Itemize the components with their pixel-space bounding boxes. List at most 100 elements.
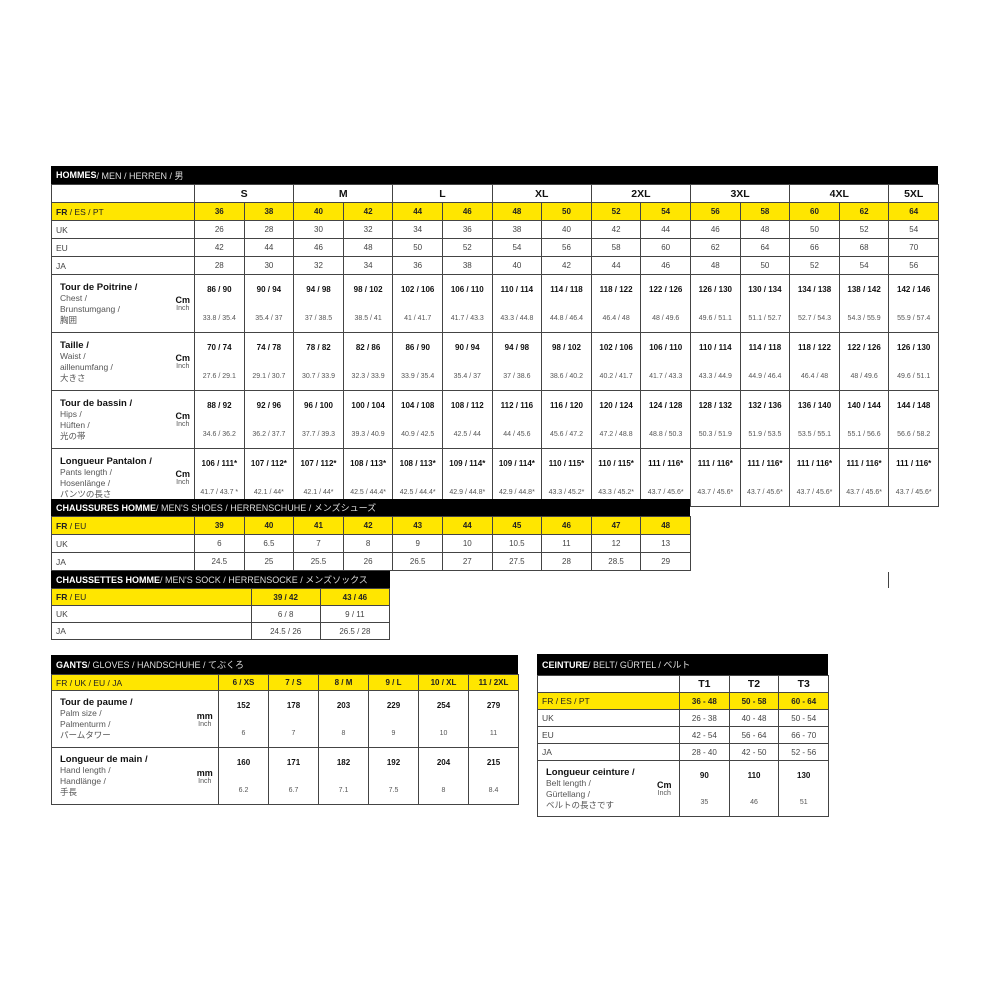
inch-value: 42.5 / 44.4* (350, 488, 386, 496)
size-cell: 26 (194, 220, 245, 239)
measurement-label-text: Tour de paume / Palm size / Palmenturm / パー… (56, 697, 192, 741)
size-letter-XL: XL (491, 184, 592, 203)
measurement-stack: 109 / 114* 42.9 / 44.8* (443, 450, 491, 506)
measurement-stack: 106 / 110 41.7 / 43.3 (443, 276, 491, 332)
measurement-cell: 90 35 (679, 760, 730, 817)
shoes-size-table: CHAUSSURES HOMME / MEN'S SHOES / HERRENS… (51, 499, 691, 571)
inch-value: 43.7 / 45.6* (647, 488, 684, 496)
size-cell: 46 (690, 220, 741, 239)
metric-value: 114 / 118 (550, 285, 583, 295)
measurement-label-text: Tour de Poitrine / Chest / Brunstumgang / 胸… (56, 282, 172, 326)
size-letter-L: L (392, 184, 493, 203)
measurement-cell: 110 / 115* 43.3 / 45.2* (590, 448, 642, 507)
fr-size-cell: 44 (392, 202, 443, 221)
measurement-stack: 102 / 106 41 / 41.7 (394, 276, 442, 332)
measurement-cell: 122 / 126 48 / 49.6 (838, 332, 890, 391)
fr-size-cell: 6 / XS (218, 674, 269, 691)
unit-inch: Inch (657, 790, 671, 797)
metric-value: 118 / 122 (798, 343, 831, 353)
unit-metric: Cm (175, 353, 190, 363)
measurement-stack: 182 7.1 (320, 749, 368, 804)
size-cell: 9 / 11 (319, 605, 391, 623)
unit-metric: Cm (656, 780, 672, 790)
fr-size-cell: 44 (441, 516, 493, 535)
metric-value: 111 / 116* (747, 459, 783, 469)
inch-value: 43.3 / 44.8 (500, 314, 534, 322)
measurement-stack: 132 / 136 51.9 / 53.5 (741, 392, 789, 448)
measurement-stack: 171 6.7 (270, 749, 318, 804)
metric-value: 90 (699, 770, 709, 780)
measurement-cell: 203 8 (318, 690, 369, 748)
metric-value: 152 (236, 701, 251, 710)
measurement-title: Tour de paume / (60, 697, 133, 708)
measurement-cell: 106 / 111* 41.7 / 43.7 * (194, 448, 245, 507)
measurement-stack: 100 / 104 39.3 / 40.9 (344, 392, 392, 448)
inch-value: 45.6 / 47.2 (549, 430, 584, 438)
size-cell: 50 (789, 220, 840, 239)
fr-size-cell: 36 (194, 202, 245, 221)
metric-value: 111 / 116* (648, 459, 684, 469)
inch-value: 43.3 / 45.2* (598, 488, 634, 496)
inch-value: 36.2 / 37.7 (252, 430, 286, 438)
inch-value: 43.7 / 45.6* (895, 488, 932, 496)
measurement-cell: 114 / 118 44.8 / 46.4 (541, 274, 592, 333)
fr-row-label: FR / ES / PT (51, 202, 195, 221)
men-size-table: HOMMES / MEN / HERREN / 男 S M L XL 2XL 3XL 4XL 5… (51, 166, 939, 507)
measurement-cell: 111 / 116* 43.7 / 45.6* (739, 448, 791, 507)
metric-value: 134 / 138 (797, 285, 832, 295)
measurement-cell: 112 / 116 44 / 45.6 (491, 390, 543, 449)
fr-size-cell: 54 (640, 202, 691, 221)
measurement-cell: 138 / 142 54.3 / 55.9 (838, 274, 890, 333)
inch-value: 43.3 / 44.9 (698, 372, 732, 380)
measurement-stack: 106 / 111* 41.7 / 43.7 * (195, 450, 243, 506)
measurement-cell: 126 / 130 49.6 / 51.1 (888, 332, 939, 391)
measurement-cell: 111 / 116* 43.7 / 45.6* (640, 448, 691, 507)
unit-inch: Inch (176, 421, 190, 428)
inch-value: 6.7 (288, 787, 299, 794)
size-cell: 24.5 / 26 (250, 622, 321, 640)
unit-inch: Inch (176, 363, 190, 370)
metric-value: 140 / 144 (847, 401, 881, 411)
size-table: FR / EU 39 40 41 42 43 44 45 46 47 48 UK 6 6.5 7 8 9 10 10… (51, 516, 691, 571)
measurement-stack: 130 51 (780, 762, 828, 816)
size-cell: 11 (541, 534, 592, 553)
unit-inch: Inch (176, 479, 190, 486)
measurement-stack: 86 / 90 33.8 / 35.4 (195, 276, 243, 332)
measurement-stack: 130 / 134 51.1 / 52.7 (741, 276, 789, 332)
metric-value: 182 (336, 758, 351, 767)
metric-value: 100 / 104 (351, 401, 385, 411)
measurement-cell: 130 51 (778, 760, 830, 817)
fr-size-cell: 64 (888, 202, 939, 221)
measurement-translation: 胸囲 (60, 314, 78, 325)
inch-value: 37.7 / 39.3 (301, 430, 336, 438)
metric-value: 120 / 124 (599, 401, 633, 411)
inch-value: 43.7 / 45.6* (697, 488, 734, 496)
size-letter-2XL: 2XL (590, 184, 692, 203)
fr-size-cell: 60 (789, 202, 840, 221)
metric-value: 82 / 86 (355, 343, 381, 353)
metric-value: 130 / 134 (748, 285, 782, 295)
section-subtitle: / BELT/ GÜRTEL / ベルト (588, 660, 691, 670)
size-cell: 50 - 54 (778, 709, 830, 727)
unit-metric: Cm (175, 469, 190, 479)
measurement-cell: 171 6.7 (268, 747, 319, 805)
unit-stack: mm Inch (192, 768, 218, 785)
measurement-label-text: Longueur de main / Hand length / Handlänge… (56, 754, 192, 798)
measurement-stack: 144 / 148 56.6 / 58.2 (890, 392, 938, 448)
fr-label-bold: FR (56, 592, 68, 602)
measurement-cell: 106 / 110 41.7 / 43.3 (441, 274, 493, 333)
measurement-cell: 98 / 102 38.5 / 41 (342, 274, 394, 333)
inch-value: 8.4 (488, 787, 499, 794)
measurement-cell: 178 7 (268, 690, 319, 748)
fr-label-rest: FR / UK / EU / JA (56, 677, 123, 688)
inch-value: 30.7 / 33.9 (301, 372, 336, 380)
inch-value: 35.4 / 37 (255, 314, 283, 322)
inch-value: 48 / 49.6 (850, 372, 878, 380)
fr-size-cell: 46 (541, 516, 592, 535)
size-cell: 42 - 54 (679, 726, 730, 744)
measurement-stack: 110 / 115* 43.3 / 45.2* (543, 450, 591, 506)
metric-value: 138 / 142 (847, 285, 881, 295)
unit-cell: Cm Inch (171, 274, 195, 333)
